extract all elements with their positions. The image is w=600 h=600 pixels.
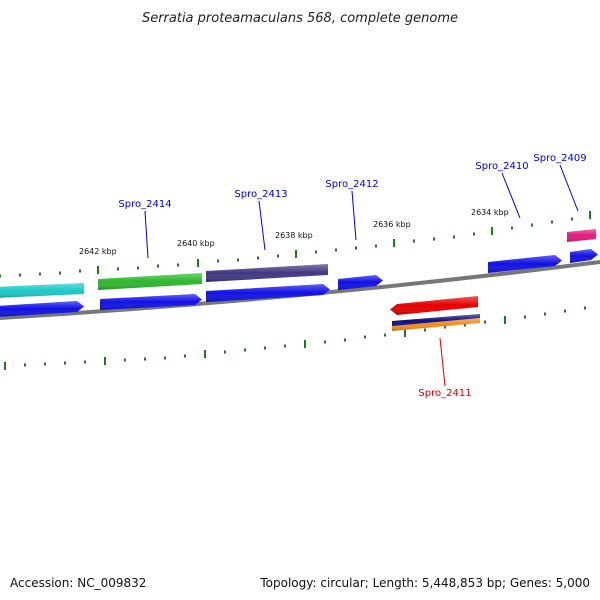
gene-leader-line: [258, 200, 266, 251]
gene-arrow-shade: [390, 296, 478, 315]
accession-text: Accession: NC_009832: [10, 576, 147, 590]
gene-arrow-shade: [0, 301, 84, 317]
gene-label-spro_2413: Spro_2413: [234, 189, 287, 200]
gene-label-spro_2409: Spro_2409: [533, 153, 586, 164]
gene-arrow-shade: [488, 255, 562, 273]
gene-label-spro_2414: Spro_2414: [118, 199, 171, 210]
scale-label: 2634 kbp: [471, 208, 509, 217]
gene-leader-line: [439, 337, 446, 387]
gene-arrow-shade: [206, 264, 328, 282]
gene-arrow-shade: [0, 283, 84, 298]
genome-summary-text: Topology: circular; Length: 5,448,853 bp…: [260, 576, 590, 590]
gene-leader-line: [559, 164, 579, 212]
gene-arrow-shade: [567, 229, 596, 242]
scale-label: 2642 kbp: [79, 247, 117, 256]
gene-label-spro_2410: Spro_2410: [475, 161, 528, 172]
map-title: Serratia proteamaculans 568, complete ge…: [142, 11, 458, 26]
gene-arrow-shade: [206, 284, 330, 302]
gene-leader-line: [144, 210, 149, 259]
inner-tick-ring: [4, 306, 586, 370]
gene-label-spro_2412: Spro_2412: [325, 179, 378, 190]
scale-label: 2638 kbp: [275, 231, 313, 240]
outer-tick-ring: [0, 211, 591, 278]
scale-label: 2640 kbp: [177, 239, 215, 248]
gene-label-spro_2411: Spro_2411: [418, 388, 471, 399]
scale-label: 2636 kbp: [373, 220, 411, 229]
gene-arrow-shade: [98, 273, 202, 290]
gene-leader-line: [351, 190, 357, 241]
gene-features: [0, 229, 598, 331]
gene-arrow-shade: [392, 318, 480, 331]
gene-labels: Spro_2414 Spro_2413 Spro_2412 Spro_2410 Spro…: [118, 153, 586, 399]
gene-arrow-shade: [570, 249, 598, 263]
gene-leader-line: [501, 172, 521, 219]
gene-arrow-shade: [338, 275, 383, 290]
gene-arrow-shade: [100, 294, 202, 310]
scale-labels: 2642 kbp 2640 kbp 2638 kbp 2636 kbp 2634 kbp: [79, 208, 509, 256]
